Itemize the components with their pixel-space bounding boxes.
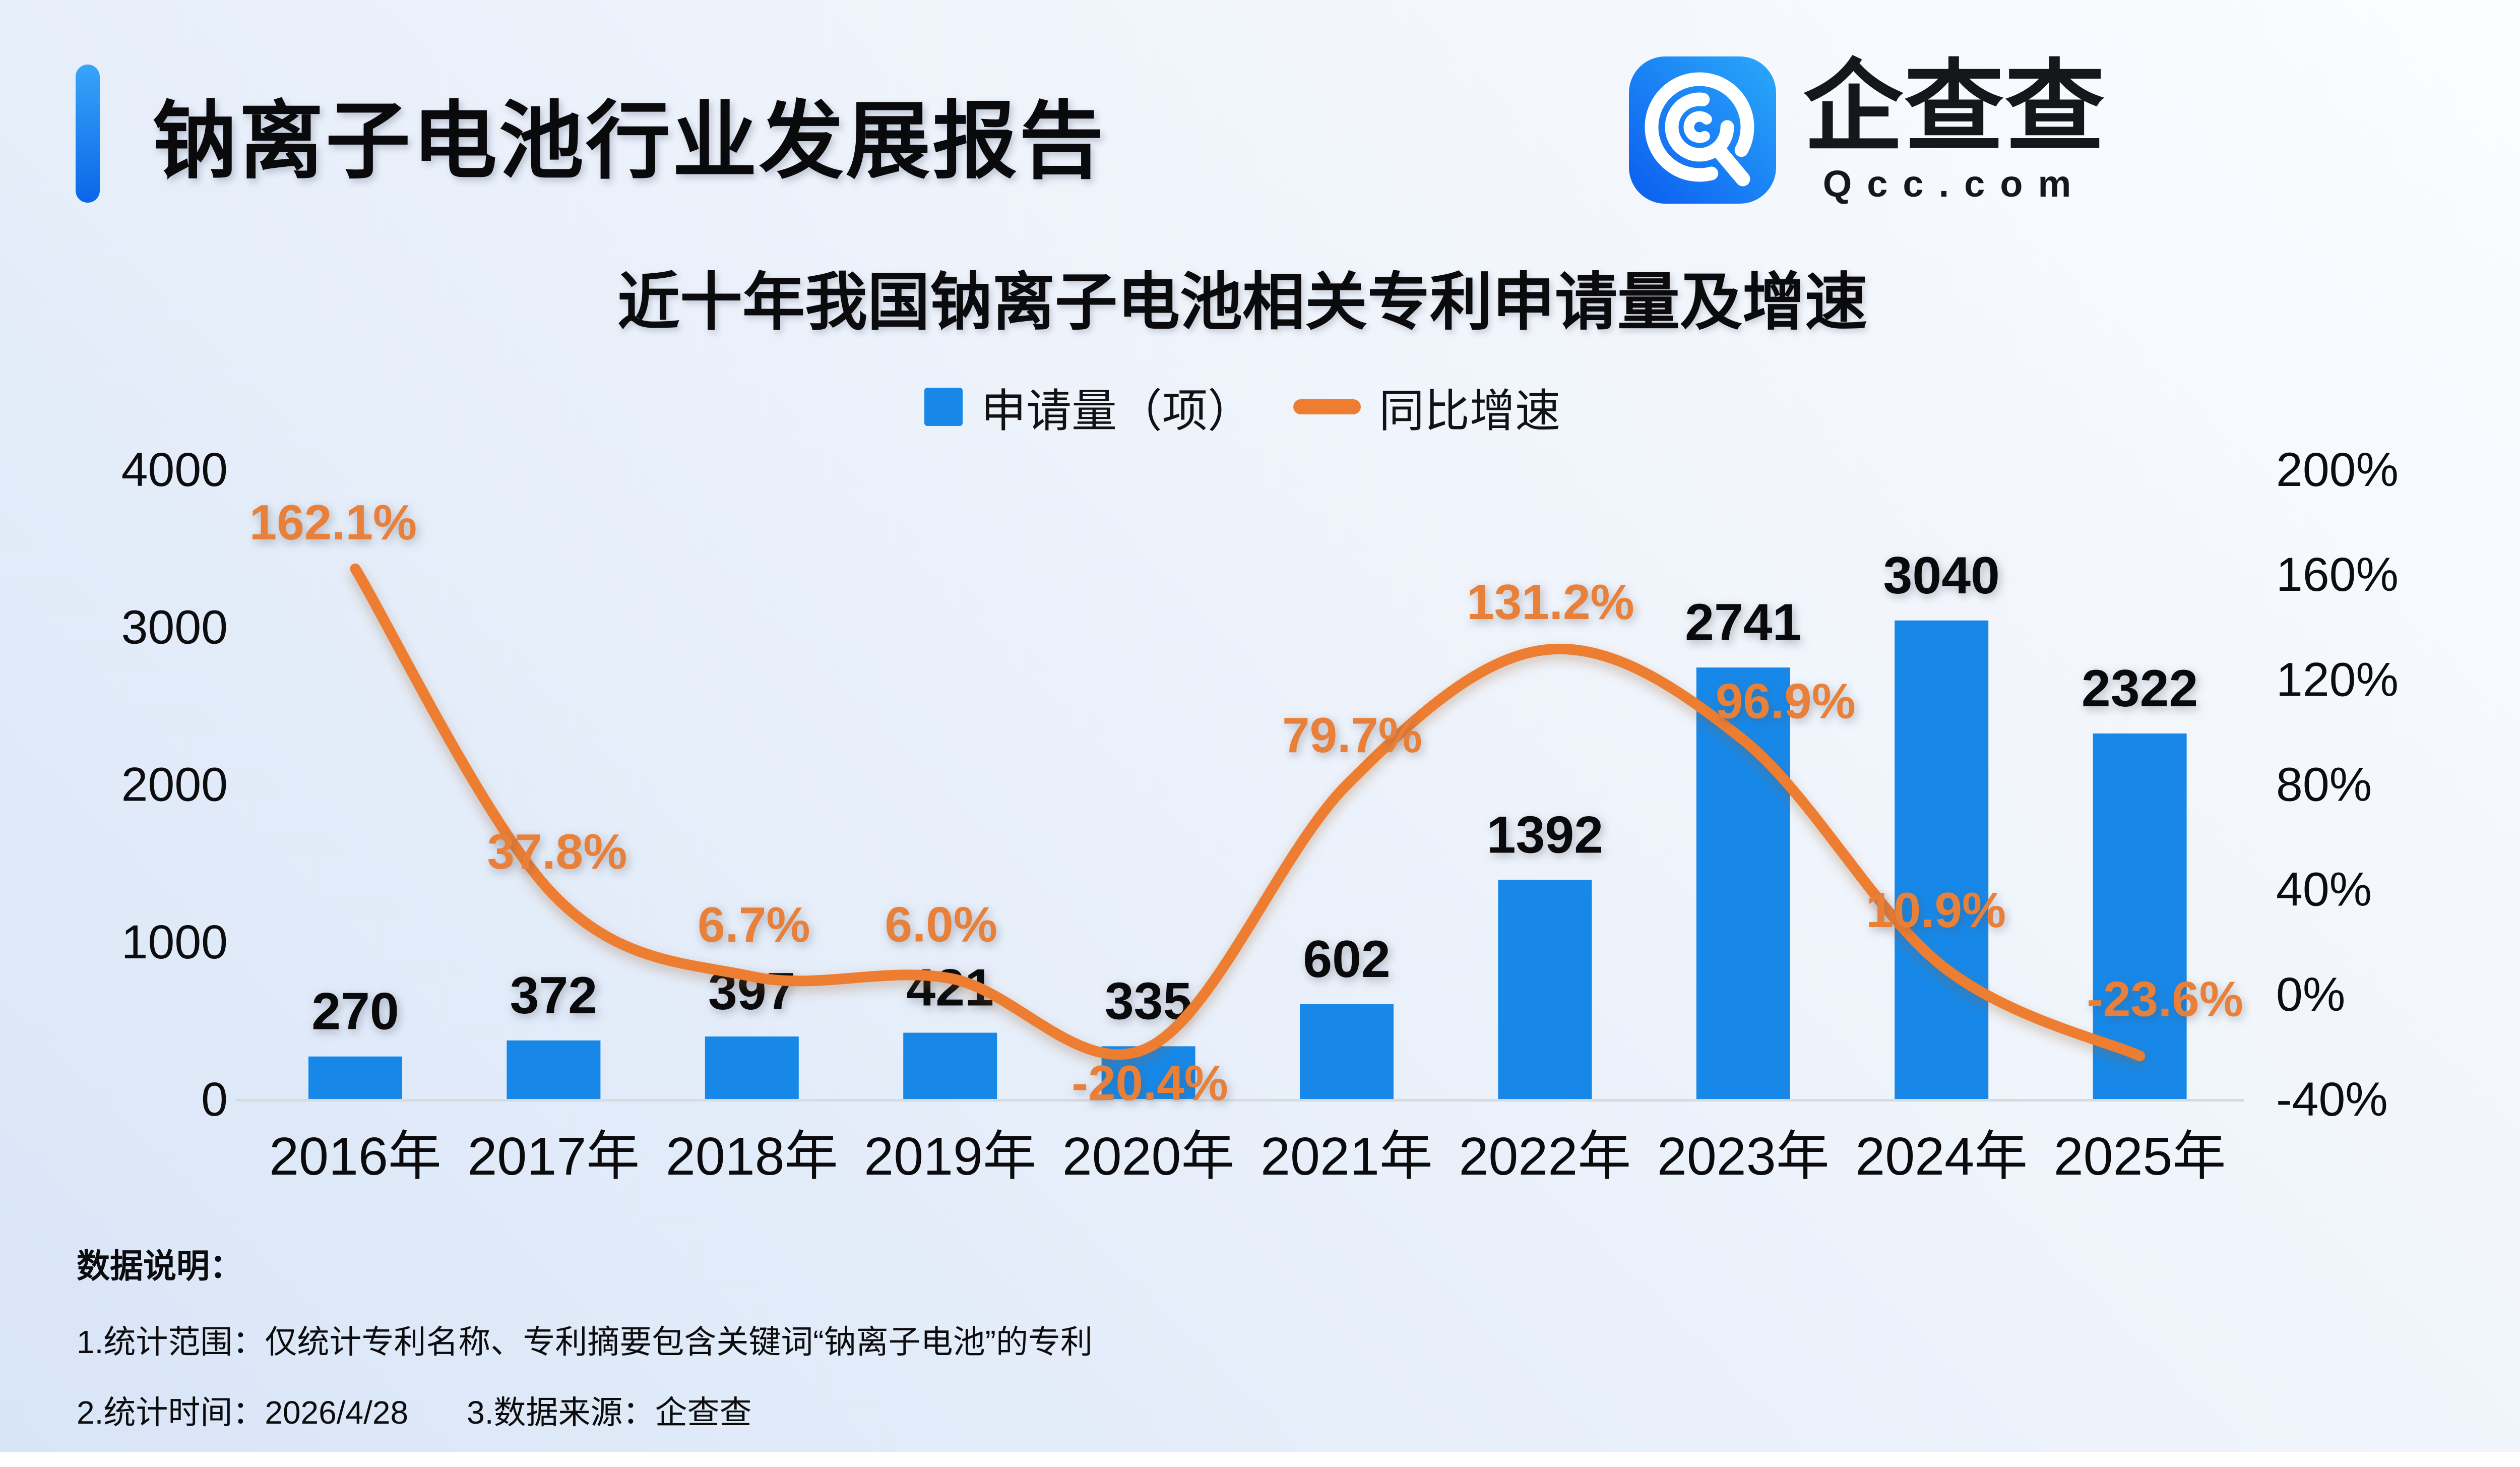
legend-item-bar: 申请量（项） — [924, 374, 1253, 440]
right-axis-tick: 80% — [2276, 758, 2372, 812]
bar-value-2025年: 2322 — [2082, 659, 2198, 718]
footer-note-2b: 3.数据来源：企查查 — [467, 1394, 752, 1431]
bar-2019年 — [903, 1032, 997, 1099]
bar-value-2021年: 602 — [1303, 930, 1391, 989]
bar-2017年 — [507, 1040, 601, 1099]
bar-2023年 — [1696, 667, 1790, 1099]
growth-label-2021年: 79.7% — [1282, 707, 1422, 763]
chart-title: 近十年我国钠离子电池相关专利申请量及增速 — [617, 268, 1867, 337]
header: 钠离子电池行业发展报告 — [76, 65, 1106, 203]
growth-label-2016年: 162.1% — [249, 495, 417, 550]
left-axis-tick: 1000 — [121, 915, 228, 969]
bar-value-2023年: 2741 — [1685, 593, 1801, 652]
chart-legend: 申请量（项） 同比增速 — [247, 374, 2238, 440]
right-axis-tick: -40% — [2276, 1073, 2388, 1126]
right-axis-tick: 200% — [2276, 443, 2399, 497]
qcc-logo-icon — [1629, 56, 1776, 204]
growth-label-2024年: 10.9% — [1866, 882, 2006, 938]
bar-2022年 — [1498, 880, 1592, 1099]
brand-name: 企查查 — [1803, 51, 2106, 163]
left-axis-tick: 0 — [201, 1073, 228, 1126]
page-title: 钠离子电池行业发展报告 — [152, 93, 1106, 189]
bar-2021年 — [1300, 1004, 1394, 1099]
left-axis-tick: 3000 — [121, 600, 228, 654]
growth-label-2023年: 96.9% — [1716, 674, 1856, 729]
footer-notes: 数据说明： 1.统计范围：仅统计专利名称、专利摘要包含关键词“钠离子电池”的专利… — [77, 1249, 1093, 1467]
bar-value-2024年: 3040 — [1883, 546, 2000, 605]
x-axis-label-2019年: 2019年 — [864, 1127, 1036, 1186]
legend-item-line: 同比增速 — [1293, 374, 1560, 440]
x-axis-label-2021年: 2021年 — [1261, 1127, 1433, 1186]
bar-series-swatch — [924, 388, 963, 426]
qcc-logo: 企查查 Qcc.com — [1629, 56, 2106, 205]
bar-value-2017年: 372 — [510, 966, 598, 1025]
line-series-label: 同比增速 — [1379, 386, 1560, 437]
right-axis-tick: 160% — [2276, 548, 2399, 601]
bar-2016年 — [308, 1056, 402, 1099]
growth-label-2018年: 6.7% — [698, 897, 810, 952]
x-axis-label-2025年: 2025年 — [2054, 1127, 2226, 1186]
x-axis-label-2017年: 2017年 — [467, 1127, 640, 1186]
logo-text: 企查查 Qcc.com — [1803, 56, 2106, 205]
logo-q-mark — [1645, 72, 1754, 187]
right-axis-tick: 120% — [2276, 653, 2399, 706]
bar-2025年 — [2093, 733, 2187, 1099]
growth-label-2020年: -20.4% — [1072, 1055, 1228, 1111]
bar-series-label: 申请量（项） — [981, 386, 1253, 437]
chart-title-row: 近十年我国钠离子电池相关专利申请量及增速 — [247, 251, 2238, 342]
x-axis-label-2020年: 2020年 — [1062, 1127, 1235, 1186]
left-axis-tick: 2000 — [121, 758, 228, 812]
bar-2018年 — [705, 1036, 799, 1099]
x-axis-label-2022年: 2022年 — [1459, 1127, 1631, 1186]
right-axis-tick: 40% — [2276, 863, 2372, 916]
footer-heading: 数据说明： — [77, 1247, 243, 1285]
growth-label-2019年: 6.0% — [885, 897, 997, 952]
bar-value-2022年: 1392 — [1487, 806, 1603, 864]
footer-note-2a: 2.统计时间：2026/4/28 — [77, 1394, 409, 1431]
title-accent-bar — [76, 65, 100, 203]
bar-2024年 — [1895, 620, 1989, 1099]
growth-label-2017年: 37.8% — [487, 824, 627, 879]
growth-label-2025年: -23.6% — [2087, 971, 2243, 1027]
x-axis-label-2023年: 2023年 — [1657, 1127, 1830, 1186]
x-axis-label-2018年: 2018年 — [666, 1127, 838, 1186]
footer-note-2: 2.统计时间：2026/4/28 3.数据来源：企查查 — [77, 1396, 1093, 1429]
left-axis-tick: 4000 — [121, 443, 228, 497]
x-axis-line — [236, 1099, 2244, 1102]
brand-domain: Qcc.com — [1822, 162, 2087, 205]
x-axis-label-2024年: 2024年 — [1855, 1127, 2028, 1186]
bar-value-2016年: 270 — [311, 983, 399, 1041]
footer-note-1: 1.统计范围：仅统计专利名称、专利摘要包含关键词“钠离子电池”的专利 — [77, 1324, 1093, 1360]
right-axis-tick: 0% — [2276, 968, 2345, 1021]
growth-label-2022年: 131.2% — [1467, 574, 1634, 630]
x-axis-label-2016年: 2016年 — [269, 1127, 442, 1186]
line-series-swatch — [1293, 399, 1361, 414]
growth-line — [350, 563, 2146, 1062]
